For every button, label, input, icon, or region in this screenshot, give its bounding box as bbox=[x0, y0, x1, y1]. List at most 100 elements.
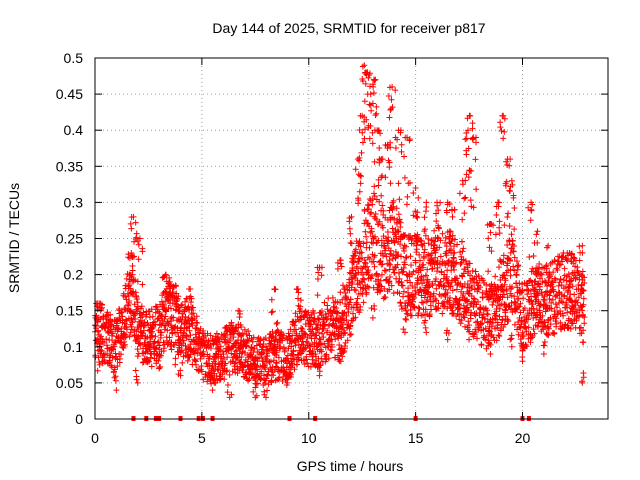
data-point bbox=[355, 200, 362, 207]
data-point bbox=[494, 199, 501, 206]
data-point bbox=[451, 206, 458, 213]
data-point bbox=[452, 260, 459, 267]
data-point bbox=[421, 214, 428, 221]
x-tick-label: 10 bbox=[301, 430, 317, 446]
data-point bbox=[484, 311, 491, 318]
data-point bbox=[406, 136, 413, 143]
data-point bbox=[362, 217, 369, 224]
data-point bbox=[580, 287, 587, 294]
data-point bbox=[425, 240, 432, 247]
data-point bbox=[463, 130, 470, 137]
data-point bbox=[529, 201, 536, 208]
data-point bbox=[404, 311, 411, 318]
data-point bbox=[239, 330, 246, 337]
data-point bbox=[460, 181, 466, 188]
data-point bbox=[172, 355, 179, 362]
data-point bbox=[543, 244, 550, 251]
data-point bbox=[368, 275, 375, 282]
data-point bbox=[547, 273, 554, 280]
data-point bbox=[564, 304, 571, 311]
data-point bbox=[107, 362, 114, 369]
data-point bbox=[127, 220, 134, 227]
data-point bbox=[386, 286, 393, 293]
data-point bbox=[215, 346, 222, 353]
data-point bbox=[371, 302, 378, 309]
data-point bbox=[228, 391, 235, 398]
data-point bbox=[519, 287, 526, 294]
data-point bbox=[407, 306, 414, 313]
data-point bbox=[134, 379, 141, 386]
data-point bbox=[200, 353, 207, 360]
data-point bbox=[580, 295, 587, 302]
data-point bbox=[486, 340, 493, 347]
data-point bbox=[493, 337, 500, 344]
data-point bbox=[97, 348, 104, 355]
data-point bbox=[464, 281, 471, 288]
y-tick-label: 0.1 bbox=[64, 339, 84, 355]
data-point bbox=[119, 313, 126, 320]
data-point bbox=[466, 328, 473, 335]
data-point bbox=[395, 279, 402, 286]
data-point bbox=[509, 309, 516, 316]
data-point bbox=[172, 283, 179, 290]
data-point bbox=[141, 339, 148, 346]
y-tick-label: 0.15 bbox=[56, 303, 83, 319]
data-point bbox=[339, 353, 346, 360]
data-point bbox=[299, 325, 306, 332]
data-point bbox=[569, 320, 576, 327]
data-point bbox=[442, 262, 449, 269]
data-point bbox=[450, 254, 457, 261]
data-point bbox=[165, 304, 172, 311]
data-point bbox=[357, 180, 364, 187]
data-point bbox=[198, 368, 205, 375]
data-point bbox=[341, 309, 348, 316]
data-point bbox=[293, 330, 300, 337]
data-point bbox=[362, 282, 369, 289]
data-point bbox=[126, 308, 133, 315]
data-point bbox=[474, 285, 481, 292]
data-point bbox=[373, 270, 380, 277]
data-point bbox=[103, 342, 110, 349]
data-point bbox=[505, 210, 512, 217]
data-point bbox=[503, 158, 510, 165]
data-point bbox=[416, 305, 423, 312]
data-point bbox=[172, 361, 179, 368]
data-point bbox=[501, 115, 508, 122]
data-point bbox=[368, 209, 375, 216]
tick-labels: 0 0.05 0.1 0.15 0.2 0.25 0.3 0.35 0.4 0.45 0.5 0 5 10… bbox=[56, 50, 531, 446]
data-point bbox=[449, 307, 456, 314]
data-point bbox=[385, 238, 392, 245]
data-point bbox=[338, 315, 345, 322]
data-point bbox=[337, 350, 344, 357]
data-point bbox=[177, 367, 184, 374]
data-point bbox=[506, 223, 513, 230]
data-point bbox=[521, 305, 528, 312]
data-point bbox=[438, 292, 445, 299]
data-point bbox=[386, 257, 393, 264]
data-point bbox=[391, 239, 398, 246]
axis-ticks bbox=[94, 57, 608, 420]
data-point bbox=[358, 149, 365, 156]
data-point bbox=[287, 326, 294, 333]
data-point bbox=[564, 309, 571, 316]
data-point bbox=[261, 380, 268, 387]
data-point bbox=[578, 378, 585, 385]
data-point bbox=[482, 336, 489, 343]
data-point bbox=[460, 313, 467, 320]
data-point bbox=[511, 226, 518, 233]
data-point bbox=[224, 354, 231, 361]
data-point bbox=[572, 275, 579, 282]
data-point bbox=[162, 313, 169, 320]
data-point bbox=[376, 145, 383, 152]
data-point bbox=[126, 333, 133, 340]
data-point bbox=[315, 269, 322, 276]
data-point bbox=[437, 278, 444, 285]
data-point bbox=[557, 319, 564, 326]
data-point bbox=[552, 276, 559, 283]
data-point bbox=[501, 128, 508, 135]
data-point bbox=[403, 201, 410, 208]
data-point bbox=[121, 341, 128, 348]
data-point bbox=[486, 244, 493, 251]
data-point bbox=[139, 312, 146, 319]
